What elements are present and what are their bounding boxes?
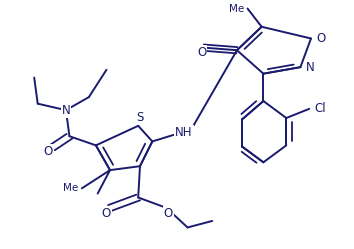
Text: Me: Me xyxy=(63,183,78,193)
Text: O: O xyxy=(316,32,326,45)
Text: N: N xyxy=(306,61,314,74)
Text: NH: NH xyxy=(175,126,193,139)
Text: O: O xyxy=(102,207,111,220)
Text: O: O xyxy=(44,145,53,158)
Text: O: O xyxy=(197,46,206,59)
Text: N: N xyxy=(62,104,70,117)
Text: Me: Me xyxy=(229,3,244,13)
Text: S: S xyxy=(136,112,144,124)
Text: O: O xyxy=(164,207,173,220)
Text: Cl: Cl xyxy=(314,102,326,115)
